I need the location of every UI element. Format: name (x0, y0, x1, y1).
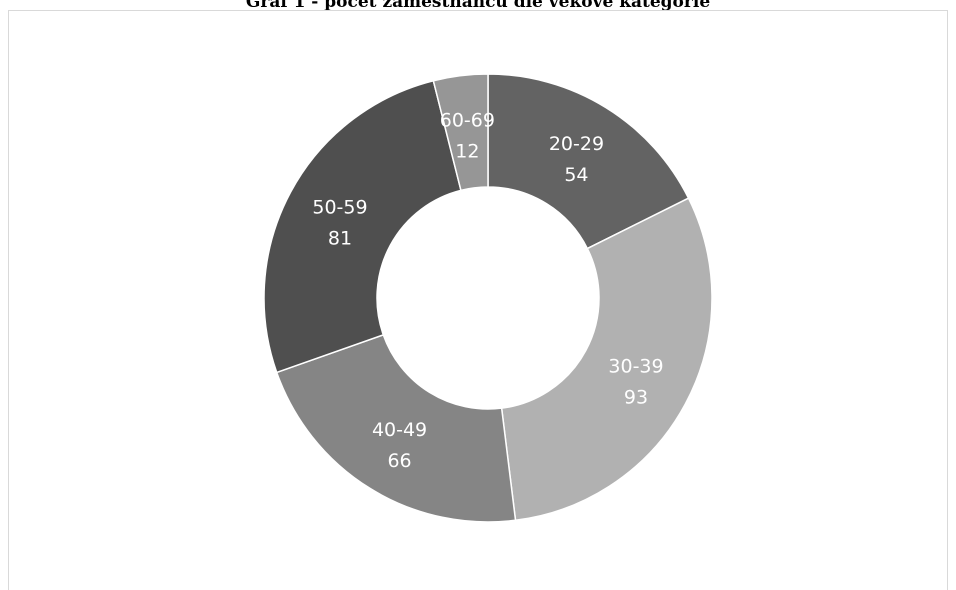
slice-category-label: 40-49 (372, 419, 427, 441)
slice-value-label: 81 (328, 228, 352, 250)
donut-slice-50-59 (263, 79, 462, 374)
chart-frame (8, 10, 948, 590)
slice-value-label: 54 (564, 164, 588, 186)
slice-value-label: 66 (387, 450, 411, 472)
slice-category-label: 30-39 (608, 355, 663, 377)
slice-category-label: 60-69 (440, 109, 495, 131)
donut-slice-20-29 (487, 73, 690, 250)
donut-slice-60-69 (432, 73, 489, 192)
donut-slice-30-39 (500, 197, 713, 522)
slice-category-label: 20-29 (549, 133, 604, 155)
slice-value-label: 12 (455, 140, 479, 162)
slice-category-label: 50-59 (312, 197, 367, 219)
donut-slice-40-49 (275, 333, 517, 523)
slice-value-label: 93 (624, 386, 648, 408)
chart-title: Graf 1 - počet zaměstnanců dle věkové ka… (245, 0, 711, 12)
